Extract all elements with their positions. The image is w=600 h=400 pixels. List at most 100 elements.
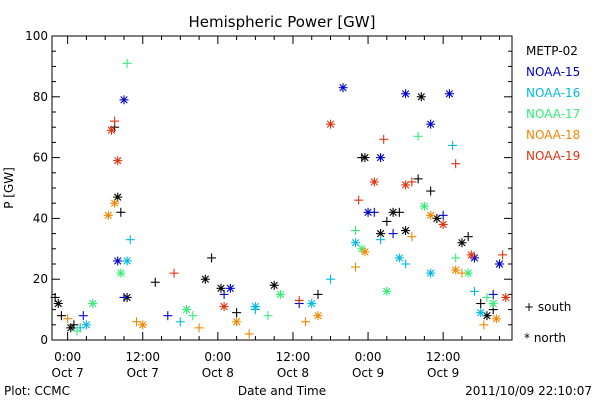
plot-timestamp: 2011/10/09 22:10:07 <box>465 384 592 398</box>
north-point <box>88 299 98 309</box>
north-point <box>225 283 235 293</box>
south-point <box>313 289 323 299</box>
legend-entry: NOAA-18 <box>526 128 580 142</box>
south-point <box>413 174 423 184</box>
marker-legend: + south * north <box>524 300 571 345</box>
y-axis-ticks: 0 20 40 60 80 100 <box>25 29 512 347</box>
north-point <box>376 153 386 163</box>
x-tick-label-time: 12:00 <box>125 350 160 364</box>
north-point <box>401 89 411 99</box>
south-point <box>110 116 120 126</box>
legend-entry: NOAA-19 <box>526 149 580 163</box>
north-point <box>426 119 436 129</box>
x-tick-label-time: 12:00 <box>426 350 461 364</box>
south-point <box>263 311 273 321</box>
series-points <box>72 58 498 336</box>
x-tick-label-date: Oct 8 <box>202 366 234 380</box>
south-point <box>219 289 229 299</box>
north-point <box>313 311 323 321</box>
north-point <box>382 286 392 296</box>
north-point <box>103 210 113 220</box>
south-point <box>498 250 508 260</box>
south-point <box>379 134 389 144</box>
south-point <box>56 311 66 321</box>
south-point <box>463 232 473 242</box>
north-point <box>116 268 126 278</box>
north-point <box>113 192 123 202</box>
south-point <box>401 259 411 269</box>
south-point <box>382 216 392 226</box>
south-point <box>469 286 479 296</box>
x-axis-label: Date and Time <box>238 384 326 398</box>
y-axis-label: P [GW] <box>2 167 16 209</box>
north-point <box>494 259 504 269</box>
legend-entry: METP-02 <box>526 44 578 58</box>
south-point <box>451 159 461 169</box>
x-tick-label-time: 12:00 <box>276 350 311 364</box>
north-point <box>426 268 436 278</box>
x-tick-label-time: 0:00 <box>54 350 81 364</box>
south-point <box>63 314 73 324</box>
north-point <box>444 89 454 99</box>
north-point <box>360 247 370 257</box>
north-point <box>426 210 436 220</box>
x-tick-label-time: 0:00 <box>204 350 231 364</box>
chart-title: Hemispheric Power [GW] <box>189 13 376 31</box>
south-point <box>119 292 129 302</box>
south-point <box>448 140 458 150</box>
south-point <box>451 253 461 263</box>
north-point <box>219 302 229 312</box>
north-point <box>438 219 448 229</box>
legend-entry: NOAA-16 <box>526 86 580 100</box>
north-point <box>463 268 473 278</box>
x-tick-label-date: Oct 9 <box>427 366 459 380</box>
north-point <box>106 125 116 135</box>
south-point <box>351 226 361 236</box>
south-point <box>169 268 179 278</box>
south-point <box>476 299 486 309</box>
north-point <box>138 320 148 330</box>
south-point <box>300 317 310 327</box>
north-point <box>369 177 379 187</box>
north-point <box>269 280 279 290</box>
north-point <box>482 311 492 321</box>
north-point <box>338 83 348 93</box>
south-point <box>175 317 185 327</box>
x-tick-label-date: Oct 9 <box>352 366 384 380</box>
north-point <box>232 317 242 327</box>
legend-entry: NOAA-17 <box>526 107 580 121</box>
y-tick-label: 60 <box>33 151 48 165</box>
north-point <box>466 250 476 260</box>
x-tick-label-date: Oct 7 <box>127 366 159 380</box>
north-point <box>326 119 336 129</box>
y-tick-label: 40 <box>33 211 48 225</box>
south-point <box>78 311 88 321</box>
x-axis-ticks: 0:00 Oct 7 12:00 Oct 7 0:00 Oct 8 12:00 Oct 8 0:… <box>52 36 500 380</box>
north-point <box>182 305 192 315</box>
marker-legend-entry: * north <box>524 331 566 345</box>
south-point <box>244 329 254 339</box>
north-point <box>81 320 91 330</box>
marker-legend-entry: + south <box>524 300 571 314</box>
south-point <box>438 210 448 220</box>
north-point <box>451 265 461 275</box>
north-point <box>200 274 210 284</box>
north-point <box>501 292 511 302</box>
north-point <box>401 226 411 236</box>
series-points <box>106 116 511 312</box>
north-point <box>401 180 411 190</box>
south-point <box>488 289 498 299</box>
south-point <box>207 253 217 263</box>
data-points <box>50 58 511 339</box>
north-point <box>416 92 426 102</box>
north-point <box>376 229 386 239</box>
north-point <box>66 323 76 333</box>
south-point <box>163 311 173 321</box>
south-point <box>351 262 361 272</box>
south-point <box>125 235 135 245</box>
series-legend: METP-02 NOAA-15 NOAA-16 NOAA-17 NOAA-18 NOAA-… <box>526 44 580 163</box>
south-point <box>326 274 336 284</box>
north-point <box>113 256 123 266</box>
y-tick-label: 100 <box>25 29 48 43</box>
south-point <box>232 308 242 318</box>
